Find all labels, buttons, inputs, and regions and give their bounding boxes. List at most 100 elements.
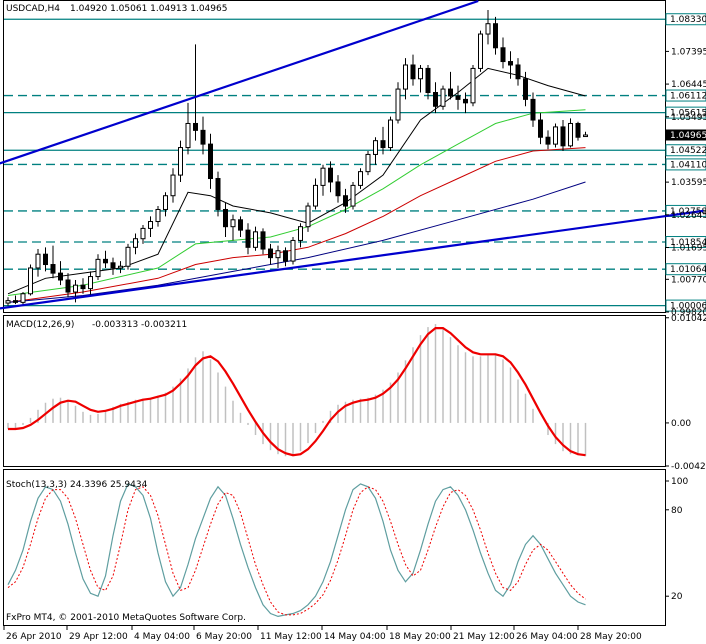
stochastic-main-line xyxy=(7,483,586,618)
level-price-tag xyxy=(665,263,706,276)
ohlc-readout: 1.04920 1.05061 1.04913 1.04965 xyxy=(70,4,227,14)
candle-bull xyxy=(155,208,161,223)
candle-bear xyxy=(455,95,461,100)
candle-bull xyxy=(5,300,11,304)
candle-bull xyxy=(485,23,491,35)
price-scale-label: 1.00770 xyxy=(671,275,706,285)
macd-plot: 0.010424 0.00 -0.00427 xyxy=(7,314,706,472)
candle-bull xyxy=(418,67,423,80)
candle-bear xyxy=(538,119,543,138)
time-axis: 26 Apr 2010 29 Apr 12:00 4 May 04:00 6 May … xyxy=(3,626,642,642)
moving-average-red xyxy=(7,147,586,303)
level-price-label: 1.05615 xyxy=(670,109,706,119)
candle-bull xyxy=(553,126,558,145)
candle-bear xyxy=(65,279,71,293)
stochastic-panel-frame xyxy=(3,469,666,626)
macd-title: MACD(12,26,9) xyxy=(6,320,74,330)
level-price-tag xyxy=(665,13,706,26)
candle-bull xyxy=(133,238,138,248)
level-price-label: 1.08330 xyxy=(670,15,706,25)
time-axis-label: 26 Apr 2010 xyxy=(6,632,62,642)
candle-bear xyxy=(43,253,48,266)
macd-values: -0.003313 -0.003211 xyxy=(92,320,187,330)
candle-bear xyxy=(530,98,536,121)
candle-bull xyxy=(440,88,446,107)
time-axis-label: 14 May 04:00 xyxy=(324,632,386,642)
price-scale-label: 0.99820 xyxy=(671,308,706,318)
candle-bull xyxy=(583,134,588,138)
candle-bear xyxy=(463,98,468,104)
candle-bull xyxy=(178,147,183,176)
candle-bear xyxy=(13,300,18,303)
stochastic-signal-line xyxy=(7,486,586,616)
time-axis-label: 21 May 12:00 xyxy=(453,632,515,642)
stochastic-values: 24.3396 25.9434 xyxy=(70,480,148,490)
candle-bull xyxy=(170,174,176,197)
candle-bear xyxy=(523,78,528,100)
candle-bear xyxy=(493,23,498,49)
time-axis-label: 29 Apr 12:00 xyxy=(69,632,128,642)
moving-average-black xyxy=(7,67,586,295)
candle-bull xyxy=(365,153,371,173)
price-panel-frame xyxy=(3,0,666,313)
time-axis-label: 11 May 12:00 xyxy=(260,632,322,642)
stochastic-title: Stoch(13,3,3) xyxy=(6,480,67,490)
level-price-tag xyxy=(665,158,706,171)
level-price-tag xyxy=(665,299,706,312)
candle-bear xyxy=(103,258,108,264)
time-axis-label: 6 May 20:00 xyxy=(196,632,252,642)
price-axis: 1.07395 1.06445 1.05495 1.03595 1.02645 1.016… xyxy=(665,47,706,318)
macd-scale-label: 0.00 xyxy=(671,419,691,429)
level-price-label: 1.00006 xyxy=(670,302,706,312)
candle-bull xyxy=(358,171,363,186)
price-scale-label: 1.07395 xyxy=(671,47,706,57)
level-price-tag xyxy=(665,236,706,249)
candle-bull xyxy=(395,88,401,121)
macd-scale-label: 0.010424 xyxy=(671,314,706,324)
candle-bull xyxy=(28,267,33,295)
candle-bear xyxy=(58,272,63,281)
candle-bear xyxy=(193,122,198,131)
candle-bear xyxy=(223,208,228,228)
candle-bear xyxy=(215,178,221,210)
candle-bull xyxy=(298,226,303,241)
candle-bear xyxy=(50,264,56,274)
candle-bull xyxy=(320,167,326,186)
symbol-label: USDCAD,H4 xyxy=(6,4,60,14)
candle-bear xyxy=(545,136,551,145)
stochastic-scale-label: 20 xyxy=(671,592,683,602)
candle-bear xyxy=(268,248,273,259)
candle-bull xyxy=(305,205,311,228)
candle-bear xyxy=(410,64,416,80)
candle-bear xyxy=(328,167,333,183)
moving-average-navy xyxy=(7,181,586,303)
price-scale-label: 1.06445 xyxy=(671,80,706,90)
candle-bull xyxy=(118,265,123,269)
candle-bull xyxy=(478,33,483,69)
time-axis-label: 4 May 04:00 xyxy=(134,632,190,642)
candle-bull xyxy=(73,284,78,293)
candle-bear xyxy=(508,61,513,66)
candle-bull xyxy=(568,122,573,147)
trendline xyxy=(0,209,704,310)
level-price-tag xyxy=(665,106,706,119)
candle-bear xyxy=(515,64,521,80)
candle-bear xyxy=(245,229,251,248)
candles xyxy=(5,9,588,306)
level-price-label: 1.04522 xyxy=(670,146,706,156)
candle-bull xyxy=(163,195,168,210)
candle-bull xyxy=(20,293,26,303)
candle-bull xyxy=(253,231,258,248)
candle-bear xyxy=(260,231,266,250)
level-price-label: 1.06112 xyxy=(670,92,706,102)
candle-bull xyxy=(388,119,393,149)
candle-bull xyxy=(95,258,101,278)
candle-bull xyxy=(313,184,318,207)
trendlines xyxy=(0,0,704,310)
macd-panel-frame xyxy=(3,315,666,467)
moving-averages xyxy=(7,67,586,303)
candle-bear xyxy=(425,67,431,94)
level-price-tag xyxy=(665,204,706,217)
